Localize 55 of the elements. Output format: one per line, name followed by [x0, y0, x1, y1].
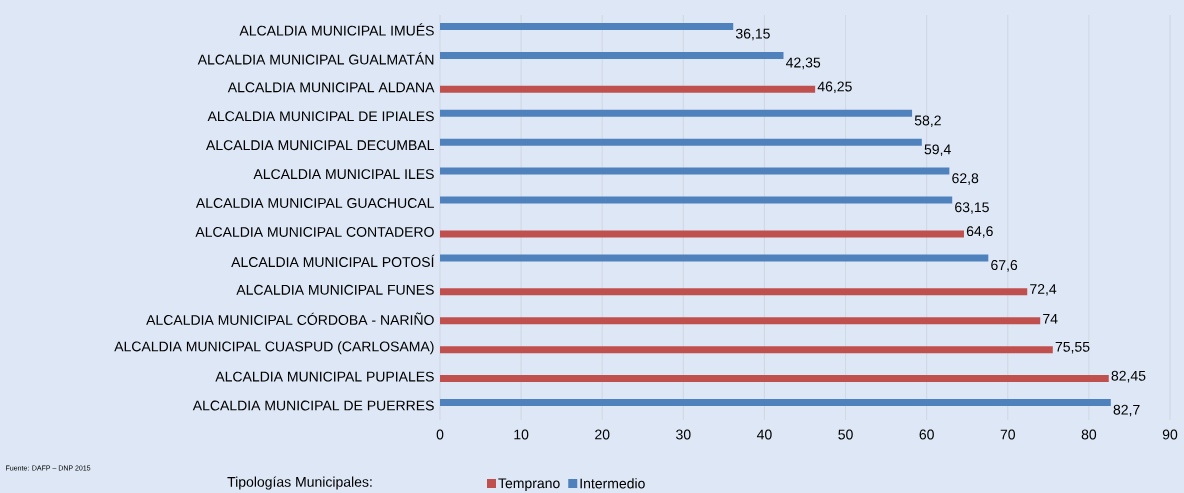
bar [440, 375, 1109, 383]
bar [440, 288, 1028, 296]
bar [440, 167, 950, 175]
bar [440, 230, 964, 238]
data-label: 67,6 [991, 260, 1018, 272]
bar [440, 346, 1053, 354]
x-tick-label: 10 [514, 429, 529, 440]
bar [440, 399, 1111, 407]
legend-title: Tipologías Municipales: [227, 476, 372, 490]
y-tick-label: ALCALDIA MUNICIPAL FUNES [236, 284, 434, 295]
y-tick-label: ALCALDIA MUNICIPAL CUASPUD (CARLOSAMA) [114, 341, 434, 355]
y-tick-label: ALCALDIA MUNICIPAL GUALMATÁN [197, 52, 434, 65]
x-tick-label: 60 [919, 429, 934, 440]
bar [440, 85, 816, 93]
x-tick-label: 50 [838, 429, 853, 440]
x-tick-label: 0 [436, 429, 444, 440]
bar [440, 22, 734, 30]
y-tick-label: ALCALDIA MUNICIPAL ILES [253, 169, 434, 180]
data-label: 82,7 [1113, 404, 1140, 417]
bar [440, 317, 1041, 325]
y-tick-label: ALCALDIA MUNICIPAL DECUMBAL [206, 140, 434, 151]
x-tick-label: 90 [1162, 429, 1178, 440]
y-tick-label: ALCALDIA MUNICIPAL IMUÉS [239, 23, 434, 36]
y-tick-label: ALCALDIA MUNICIPAL CONTADERO [195, 227, 434, 237]
x-tick-label: 80 [1081, 429, 1097, 440]
y-tick-label: ALCALDIA MUNICIPAL POTOSÍ [231, 254, 435, 268]
data-label: 64,6 [966, 226, 993, 238]
data-label: 46,25 [817, 81, 852, 94]
x-tick-label: 20 [595, 429, 610, 440]
data-label: 62,8 [952, 173, 979, 185]
y-tick-label: ALCALDIA MUNICIPAL DE PUERRES [192, 400, 434, 411]
legend-label: Temprano [498, 478, 560, 491]
bar [440, 138, 922, 146]
y-tick-label: ALCALDIA MUNICIPAL PUPIALES [215, 371, 434, 382]
data-label: 58,2 [914, 115, 941, 128]
y-tick-label: ALCALDIA MUNICIPAL ALDANA [227, 82, 435, 93]
data-label: 59,4 [924, 144, 951, 156]
bar [440, 51, 784, 59]
bar [440, 254, 989, 262]
bar [440, 196, 953, 204]
data-label: 42,35 [786, 57, 821, 70]
data-label: 75,55 [1055, 341, 1090, 354]
data-label: 72,4 [1030, 284, 1057, 296]
y-tick-label: ALCALDIA MUNICIPAL GUACHUCAL [195, 198, 434, 208]
y-tick-label: ALCALDIA MUNICIPAL DE IPIALES [207, 111, 434, 122]
bar [440, 109, 913, 117]
data-label: 82,45 [1111, 370, 1146, 383]
data-label: 36,15 [735, 28, 770, 41]
legend-label: Intermedio [580, 478, 645, 489]
x-tick-label: 70 [1000, 429, 1016, 440]
data-label: 63,15 [955, 202, 989, 214]
x-tick-label: 30 [676, 429, 691, 440]
x-tick-label: 40 [756, 429, 772, 440]
y-tick-label: ALCALDIA MUNICIPAL CÓRDOBA - NARIÑO [146, 312, 434, 325]
data-label: 74 [1043, 313, 1058, 324]
